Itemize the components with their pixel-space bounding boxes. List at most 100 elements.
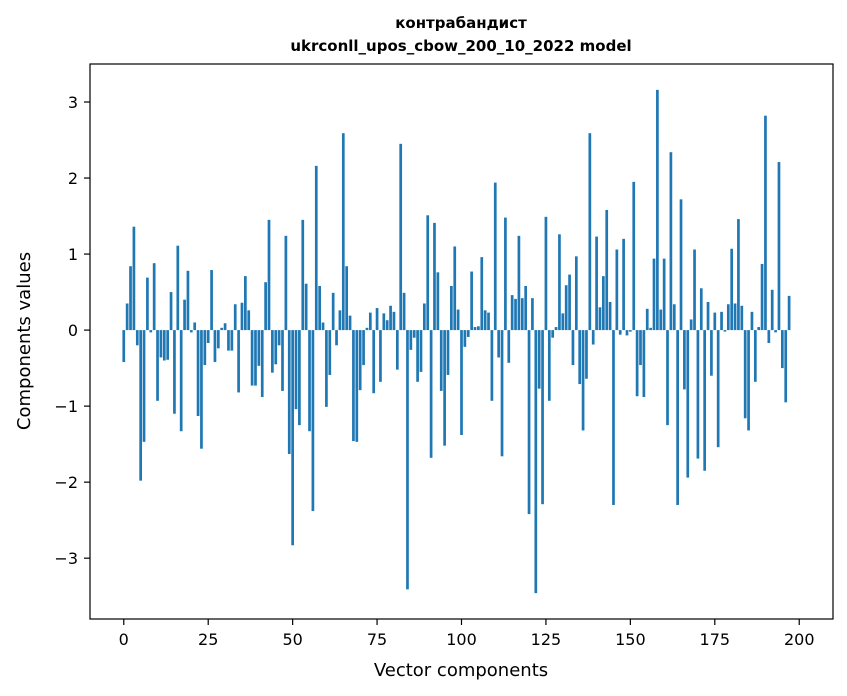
bar: [298, 330, 301, 426]
bar: [544, 216, 548, 331]
bar: [723, 330, 727, 332]
bar: [230, 330, 234, 351]
bar: [439, 330, 443, 391]
bar: [416, 330, 419, 382]
bar: [753, 330, 757, 382]
bar: [510, 295, 514, 331]
bar: [355, 330, 359, 442]
bar: [244, 276, 247, 331]
bar: [372, 330, 376, 394]
bar: [595, 236, 598, 331]
bar: [625, 330, 629, 336]
bar: [574, 256, 578, 331]
bar: [777, 162, 781, 331]
bar: [287, 330, 291, 455]
bar: [504, 217, 507, 331]
bar: [281, 330, 284, 391]
bar: [740, 305, 744, 331]
bar: [189, 330, 193, 333]
y-tick-label: −2: [54, 473, 78, 492]
bar: [483, 310, 487, 331]
bar: [639, 330, 642, 366]
plot-frame: [89, 63, 834, 620]
bar: [764, 115, 767, 331]
bar: [480, 257, 484, 331]
bar: [456, 309, 460, 331]
bar: [304, 283, 308, 331]
bar: [149, 330, 153, 333]
bar: [531, 298, 534, 331]
bar: [183, 299, 186, 331]
bar: [308, 330, 311, 432]
bar: [358, 330, 362, 391]
bar: [385, 320, 389, 331]
bar: [608, 301, 612, 331]
bar: [129, 266, 132, 331]
bar: [581, 330, 585, 431]
bar: [301, 219, 305, 331]
bar: [318, 286, 322, 331]
bar: [520, 298, 524, 331]
bar: [443, 330, 446, 446]
bar: [125, 303, 129, 331]
bar: [473, 327, 477, 331]
bar: [659, 309, 663, 331]
bar: [558, 234, 561, 331]
bar: [352, 330, 355, 442]
bar: [325, 330, 328, 407]
bar: [362, 330, 365, 366]
bar: [267, 219, 271, 331]
bar: [490, 330, 494, 401]
bar: [662, 258, 666, 331]
bar: [179, 330, 183, 432]
bar: [672, 304, 676, 331]
x-tick-label: 175: [700, 630, 731, 649]
bar: [166, 330, 170, 360]
bar: [632, 181, 636, 331]
bar: [429, 330, 433, 458]
bar: [240, 302, 244, 331]
x-axis-ticks: 0 25 50 75 100 125 150 175 200: [119, 619, 815, 649]
bar: [379, 330, 382, 382]
y-tick-label: 2: [68, 169, 78, 188]
bar: [656, 89, 659, 331]
bar: [760, 263, 764, 331]
bar: [426, 215, 430, 331]
bar: [402, 292, 406, 331]
bar: [652, 258, 656, 331]
bar: [436, 272, 440, 331]
bar: [699, 288, 703, 331]
bar: [375, 308, 379, 331]
bar: [176, 245, 180, 331]
bar: [193, 322, 197, 331]
bar: [500, 330, 504, 457]
bar: [321, 322, 325, 331]
bar: [159, 330, 163, 358]
bar: [706, 301, 710, 331]
bar: [780, 330, 784, 369]
bar: [615, 249, 619, 331]
bar: [314, 165, 318, 331]
bar: [767, 330, 771, 344]
bar: [409, 330, 413, 350]
bar: [642, 330, 646, 397]
bar: [629, 330, 632, 332]
bar: [487, 312, 490, 331]
bar: [196, 330, 200, 417]
bar: [210, 270, 213, 331]
bar: [392, 311, 396, 331]
bar: [787, 295, 791, 331]
bar: [679, 199, 683, 331]
x-tick-label: 50: [282, 630, 302, 649]
y-tick-label: 3: [68, 93, 78, 112]
y-tick-label: 0: [68, 321, 78, 340]
bar: [250, 330, 254, 386]
bar: [247, 310, 251, 331]
bar: [260, 330, 264, 397]
bar: [554, 327, 558, 331]
bar: [291, 330, 294, 546]
bar: [747, 330, 750, 431]
bar: [693, 249, 696, 331]
bar: [460, 330, 463, 436]
bar: [294, 330, 298, 410]
